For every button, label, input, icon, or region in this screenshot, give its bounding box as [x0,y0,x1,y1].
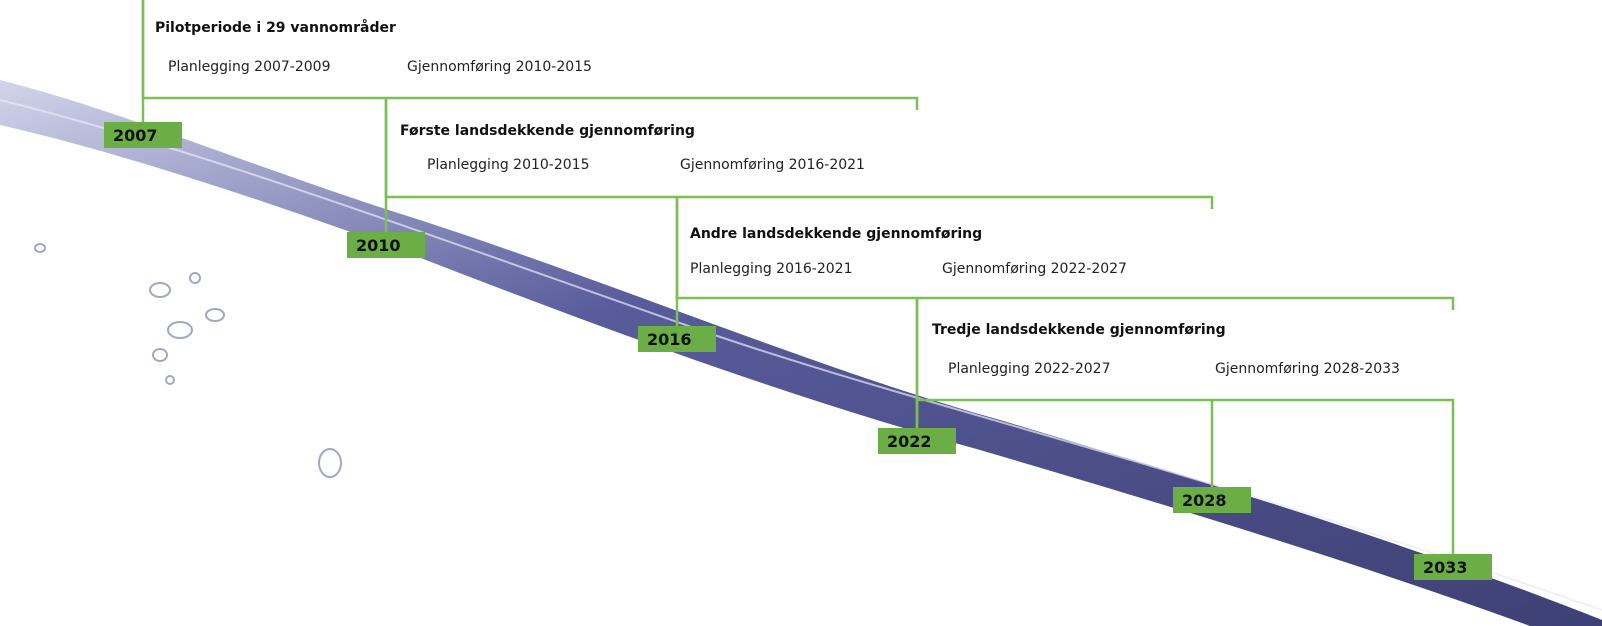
phase-implementation: Gjennomføring 2022-2027 [942,261,1127,277]
year-label: 2010 [356,236,401,255]
year-label: 2022 [887,432,932,451]
phase-title: Pilotperiode i 29 vannområder [155,19,396,36]
phase-implementation: Gjennomføring 2016-2021 [680,157,865,173]
year-label: 2028 [1182,491,1227,510]
connector [386,98,1212,209]
year-label: 2016 [647,330,692,349]
phase-title: Andre landsdekkende gjennomføring [690,226,982,242]
phase-planning: Planlegging 2016-2021 [690,261,852,277]
phase-title: Tredje landsdekkende gjennomføring [932,322,1226,338]
timeline-diagram: 2007 2010 2016 2022 2028 2033 Pilotperiode i 2… [0,0,1602,626]
connector [143,0,917,110]
year-label: 2007 [113,126,158,145]
phase-planning: Planlegging 2010-2015 [427,157,589,173]
phase-implementation: Gjennomføring 2010-2015 [407,59,592,75]
year-label: 2033 [1423,558,1468,577]
timeline-content: 2007 2010 2016 2022 2028 2033 Pilotperiode i 2… [104,0,1492,580]
connector [677,197,1453,310]
phase-planning: Planlegging 2022-2027 [948,361,1110,377]
phase-planning: Planlegging 2007-2009 [168,59,330,75]
phase-implementation: Gjennomføring 2028-2033 [1215,361,1400,377]
phase-title: Første landsdekkende gjennomføring [400,123,695,139]
